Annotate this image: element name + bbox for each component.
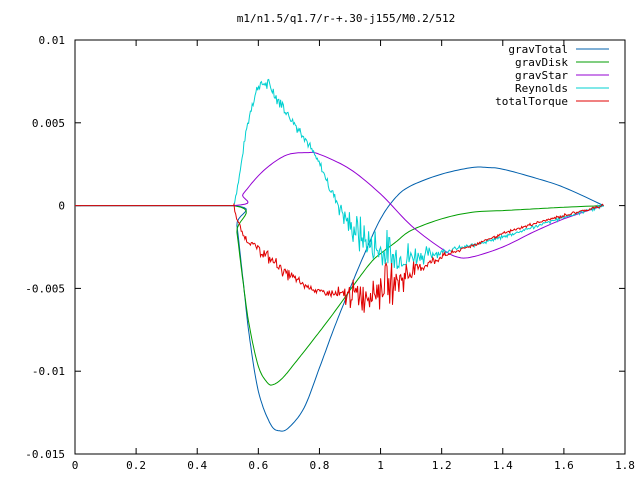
- series-line-gravTotal: [75, 166, 604, 432]
- series-line-gravStar: [75, 151, 604, 259]
- y-tick-label: 0: [58, 200, 65, 213]
- x-tick-label: 1.2: [432, 459, 452, 472]
- series-line-Reynolds: [75, 78, 605, 270]
- series-line-totalTorque: [75, 203, 604, 313]
- x-tick-label: 1.6: [554, 459, 574, 472]
- chart-title: m1/n1.5/q1.7/r-+.30-j155/M0.2/512: [237, 12, 456, 25]
- y-tick-label: -0.01: [32, 365, 65, 378]
- legend-label-gravDisk: gravDisk: [515, 56, 568, 69]
- x-tick-label: 0: [72, 459, 79, 472]
- x-tick-label: 1.4: [493, 459, 513, 472]
- series-line-gravDisk: [75, 205, 604, 386]
- y-tick-label: -0.005: [25, 282, 65, 295]
- y-tick-label: 0.005: [32, 117, 65, 130]
- legend-label-totalTorque: totalTorque: [495, 95, 568, 108]
- x-tick-label: 0.4: [187, 459, 207, 472]
- y-tick-label: -0.015: [25, 448, 65, 461]
- x-tick-label: 0.6: [248, 459, 268, 472]
- x-tick-label: 0.8: [310, 459, 330, 472]
- legend-label-gravTotal: gravTotal: [508, 43, 568, 56]
- x-tick-label: 0.2: [126, 459, 146, 472]
- y-tick-label: 0.01: [39, 34, 66, 47]
- legend-label-Reynolds: Reynolds: [515, 82, 568, 95]
- plot-frame: [74, 39, 626, 455]
- legend-label-gravStar: gravStar: [515, 69, 568, 82]
- axes: 0 0.2 0.4 0.6 0.8 1 1.2 1.4 1.6 1.8 0.01 0.005 0 -0.0…: [25, 34, 635, 472]
- x-tick-label: 1: [377, 459, 384, 472]
- series-lines: [75, 78, 605, 432]
- x-tick-label: 1.8: [615, 459, 635, 472]
- legend: gravTotalgravDiskgravStarReynoldstotalTo…: [495, 43, 609, 108]
